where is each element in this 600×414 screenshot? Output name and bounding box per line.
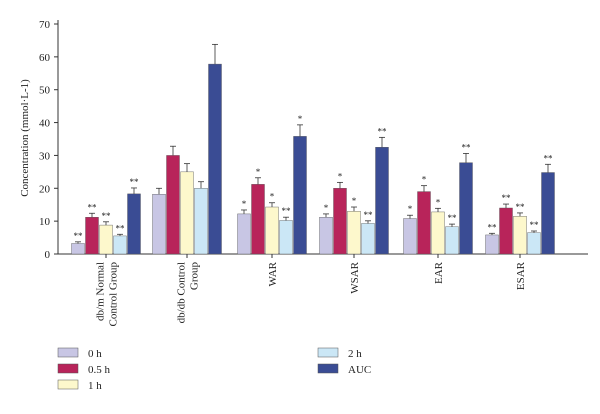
bar — [361, 223, 375, 255]
bar — [237, 213, 251, 255]
bar — [166, 155, 180, 255]
significance-mark: ** — [102, 211, 112, 221]
y-tick-label: 60 — [39, 52, 51, 64]
legend-swatch — [317, 347, 339, 358]
legend-label: 2 h — [348, 348, 362, 360]
x-tick-label-line: db/db Control — [176, 262, 188, 323]
bar — [459, 162, 473, 255]
significance-mark: * — [256, 167, 261, 177]
y-tick-label: 50 — [39, 85, 51, 97]
y-tick-label: 0 — [45, 249, 51, 261]
significance-mark: ** — [530, 220, 540, 230]
significance-mark: ** — [116, 223, 126, 233]
x-tick-label-line: EAR — [433, 261, 445, 284]
x-tick-label: WSAR — [349, 261, 361, 293]
x-tick-label: ESAR — [515, 261, 527, 290]
bar — [403, 218, 417, 255]
significance-mark: * — [242, 199, 247, 209]
significance-mark: ** — [282, 206, 292, 216]
x-tick-label: db/db Control Group — [176, 262, 201, 324]
legend-label: 0.5 h — [88, 364, 111, 376]
significance-mark: * — [422, 175, 427, 185]
significance-mark: * — [338, 171, 343, 181]
y-tick-label: 40 — [39, 118, 51, 130]
legend-label: 1 h — [88, 380, 102, 392]
significance-mark: ** — [74, 231, 84, 241]
legend-swatch — [57, 347, 79, 358]
significance-mark: ** — [488, 222, 498, 232]
bar — [194, 188, 208, 255]
significance-mark: ** — [88, 202, 98, 212]
y-tick-label: 70 — [39, 19, 51, 31]
y-tick-label: 30 — [39, 150, 51, 162]
significance-mark: * — [408, 204, 413, 214]
bar — [180, 171, 194, 255]
bar — [347, 211, 361, 255]
bar — [319, 216, 333, 255]
x-tick-label-line: WAR — [267, 261, 279, 286]
significance-mark: ** — [502, 193, 512, 203]
bar — [375, 147, 389, 255]
bar — [251, 184, 265, 255]
significance-mark: ** — [448, 213, 458, 223]
legend-label: AUC — [348, 364, 371, 376]
significance-mark: * — [324, 203, 329, 213]
y-tick-label: 20 — [39, 183, 51, 195]
x-tick-label: db/m Normal Control Group — [95, 262, 120, 327]
bar — [265, 206, 279, 255]
x-tick-label-line: Control Group — [108, 262, 120, 327]
bar — [127, 193, 141, 255]
significance-mark: * — [298, 114, 303, 124]
bar — [445, 226, 459, 255]
x-tick-label-line: ESAR — [515, 261, 527, 290]
y-axis-label: Concentration (mmol·L-1) — [19, 79, 31, 197]
x-tick-label-line: db/m Normal — [95, 262, 107, 321]
legend-swatch — [57, 363, 79, 374]
bar — [71, 243, 85, 255]
bar — [541, 172, 555, 255]
bar — [208, 63, 222, 255]
significance-mark: ** — [364, 210, 374, 220]
bar — [293, 136, 307, 255]
bar — [333, 188, 347, 255]
bar — [485, 234, 499, 255]
bar — [99, 224, 113, 255]
x-tick-label: WAR — [267, 261, 279, 286]
chart-bars: **************************************** — [71, 43, 555, 255]
y-tick-label: 10 — [39, 216, 51, 228]
x-tick-label-line: WSAR — [349, 261, 361, 293]
x-tick-label-line: Group — [189, 262, 201, 291]
bar — [113, 235, 127, 255]
bar — [431, 211, 445, 255]
significance-mark: ** — [462, 142, 472, 152]
x-axis-tick-labels: db/m Normal Control Group db/db Control Gro… — [95, 261, 528, 326]
significance-mark: ** — [516, 202, 526, 212]
bar — [279, 220, 293, 255]
bar — [513, 216, 527, 255]
significance-mark: ** — [378, 126, 388, 136]
significance-mark: ** — [130, 177, 140, 187]
bar — [499, 207, 513, 255]
bar — [417, 191, 431, 255]
bar — [527, 232, 541, 255]
chart-legend: 0 h 0.5 h 1 h 2 h AUC — [57, 347, 371, 392]
significance-mark: * — [436, 197, 441, 207]
legend-swatch — [317, 363, 339, 374]
x-tick-label: EAR — [433, 261, 445, 284]
significance-mark: * — [352, 196, 357, 206]
legend-label: 0 h — [88, 348, 102, 360]
significance-mark: ** — [544, 153, 554, 163]
bar — [85, 216, 99, 255]
bar — [152, 193, 166, 255]
legend-swatch — [57, 379, 79, 390]
significance-mark: * — [270, 192, 275, 202]
